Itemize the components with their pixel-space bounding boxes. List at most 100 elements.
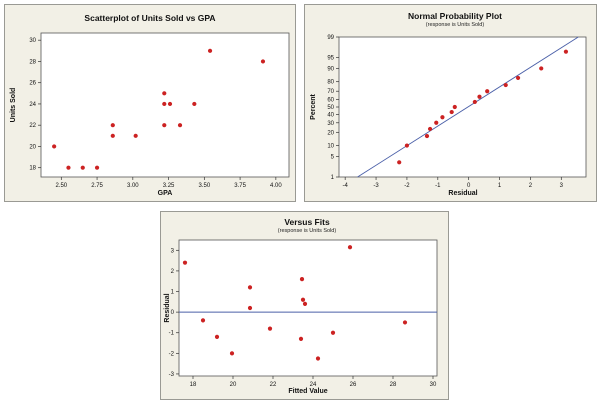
y-tick-label: 0 [171,310,175,316]
chart-subtitle: (response is Units Sold) [426,22,485,28]
data-point [177,123,183,128]
data-point [563,49,569,54]
chart-title: Versus Fits [284,217,330,227]
data-point [207,48,213,53]
y-tick-label: -3 [169,372,175,378]
x-tick-label: 3.75 [234,183,246,189]
y-tick-label: 18 [29,166,36,172]
data-point [182,260,188,265]
x-tick-label: 3.50 [198,183,210,189]
y-tick-label: 24 [29,102,36,108]
scatterplot-panel: Scatterplot of Units Sold vs GPA GPA Uni… [4,4,296,202]
y-tick-label: 30 [327,121,334,127]
chart-title: Scatterplot of Units Sold vs GPA [84,13,215,23]
x-tick-label: -4 [343,183,349,189]
x-tick-label: 3 [560,183,564,189]
y-tick-label: 22 [29,123,36,129]
y-axis-label: Percent [310,93,317,119]
y-tick-label: -1 [169,331,175,337]
x-tick-label: 3.25 [163,183,175,189]
data-point [299,277,305,282]
y-axis-label: Units Sold [10,88,17,123]
data-point [66,165,71,170]
data-point [167,101,173,107]
plot-area [338,36,587,178]
data-point [247,285,253,290]
x-tick-label: -3 [373,183,379,189]
x-tick-label: 28 [390,382,397,388]
y-tick-label: 28 [29,59,36,65]
y-tick-label: 95 [327,56,334,62]
y-tick-label: 90 [327,66,334,72]
y-tick-label: 50 [327,105,334,111]
data-point [402,320,408,325]
chart-subtitle: (response is Units Sold) [278,228,337,234]
x-tick-label: 26 [350,382,357,388]
data-point [162,101,167,107]
data-point [52,144,57,149]
data-point [260,59,266,64]
data-point [452,104,457,110]
versus-fits-panel: Versus Fits (response is Units Sold) Fit… [160,211,449,400]
x-tick-label: 2.75 [91,183,103,189]
chart-marks: 2.50 2.75 3.00 3.25 3.50 3.75 4.00 18 20 22 24 26 28… [29,38,282,189]
y-tick-label: 26 [29,81,36,87]
normal-probability-chart: Normal Probability Plot (response is Uni… [310,11,587,197]
x-tick-label: 2.50 [55,183,67,189]
data-point [424,133,430,139]
chart-marks: -4 -3 -2 -1 0 1 2 3 1 5 10 20 30 40 50 60 70 80 90 95 99 [327,35,579,189]
data-point [330,330,336,335]
y-tick-label: 20 [327,130,334,136]
data-point [449,109,454,115]
y-tick-label: -2 [169,351,175,357]
y-tick-label: 1 [331,175,335,181]
data-point [302,301,308,306]
x-axis-label: Fitted Value [288,388,327,395]
data-point [485,89,490,94]
data-point [434,120,439,125]
data-point [94,165,100,170]
x-axis-label: Residual [448,190,477,197]
x-tick-label: 22 [270,382,277,388]
y-tick-label: 1 [171,290,175,296]
y-axis-label: Residual [164,293,171,322]
data-point [133,133,138,138]
data-point [80,165,85,170]
data-point [300,297,306,302]
y-tick-label: 5 [331,154,335,160]
data-point [229,351,235,356]
scatterplot-chart: Scatterplot of Units Sold vs GPA GPA Uni… [10,13,290,197]
data-point [503,82,508,88]
data-point [192,101,197,107]
data-point [110,123,115,128]
data-point [162,91,167,96]
x-tick-label: 20 [230,382,237,388]
y-tick-label: 2 [171,269,175,275]
data-point [214,334,220,339]
y-tick-label: 10 [327,144,334,150]
x-axis-label: GPA [158,190,173,197]
x-tick-label: 0 [467,183,471,189]
normal-probability-panel: Normal Probability Plot (response is Uni… [304,4,597,202]
x-tick-label: 30 [430,382,437,388]
y-tick-label: 80 [327,80,334,86]
data-point [315,356,321,361]
data-point [162,123,167,128]
x-tick-label: 1 [498,183,502,189]
x-tick-label: -1 [435,183,441,189]
y-tick-label: 40 [327,113,334,119]
plot-area [178,239,438,377]
y-tick-label: 20 [29,144,36,150]
y-tick-label: 70 [327,89,334,95]
x-tick-label: 3.00 [127,183,139,189]
data-point [247,305,253,311]
y-tick-label: 30 [29,38,36,44]
data-point [477,94,482,99]
chart-title: Normal Probability Plot [408,11,502,21]
data-point [347,245,353,250]
data-point [539,66,544,71]
y-tick-label: 99 [327,35,334,41]
data-point [397,160,402,165]
data-point [200,318,206,323]
y-tick-label: 60 [327,97,334,103]
